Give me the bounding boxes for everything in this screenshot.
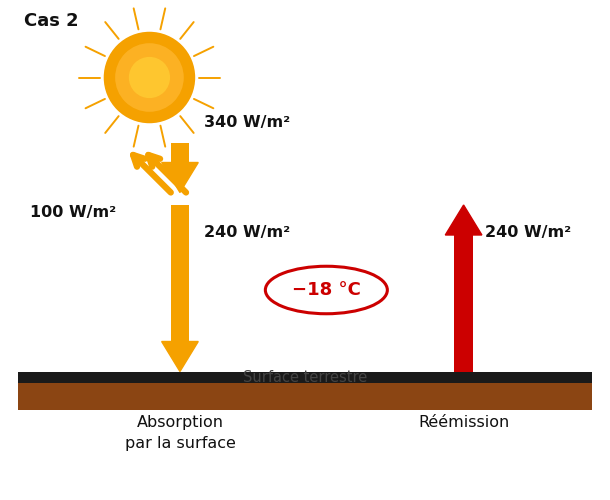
Ellipse shape [104, 32, 195, 123]
Text: Réémission: Réémission [418, 415, 509, 430]
Ellipse shape [115, 43, 184, 112]
Bar [171, 142, 189, 163]
Polygon shape [162, 162, 198, 192]
Text: Cas 2: Cas 2 [24, 12, 79, 30]
Text: 240 W/m²: 240 W/m² [204, 225, 290, 240]
Text: 100 W/m²: 100 W/m² [30, 205, 117, 220]
Bar [18, 372, 592, 382]
Bar [171, 205, 189, 342]
Bar [18, 382, 592, 410]
Text: Absorption
par la surface: Absorption par la surface [124, 415, 235, 451]
Ellipse shape [129, 57, 170, 98]
Text: 340 W/m²: 340 W/m² [204, 115, 290, 130]
Polygon shape [445, 205, 482, 235]
Text: Surface terrestre: Surface terrestre [243, 370, 367, 384]
Text: −18 °C: −18 °C [292, 281, 361, 299]
Bar [454, 235, 473, 372]
Ellipse shape [265, 266, 387, 314]
Polygon shape [162, 342, 198, 372]
Text: 240 W/m²: 240 W/m² [485, 225, 571, 240]
